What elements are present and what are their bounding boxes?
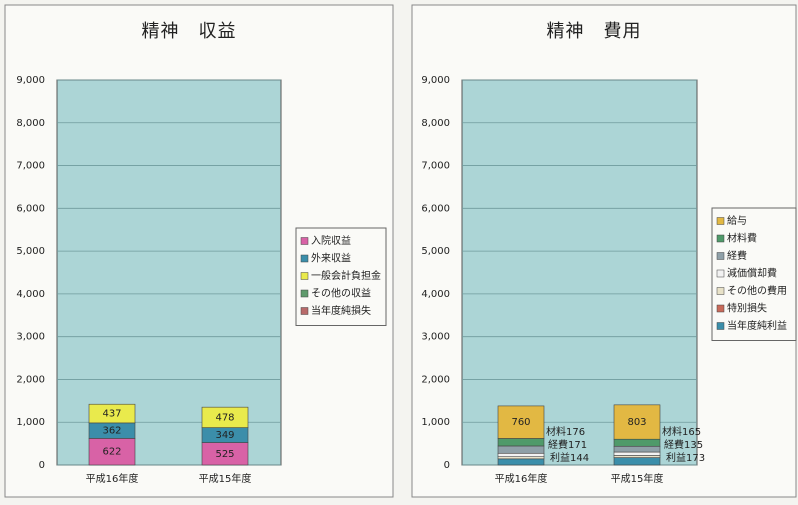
y-tick-label: 2,000	[421, 374, 450, 385]
data-label: 経費135	[664, 438, 703, 451]
bar-segment	[613, 457, 661, 466]
y-tick-label: 7,000	[421, 161, 450, 172]
x-tick-label: 平成16年度	[495, 472, 548, 485]
bar-segment	[497, 452, 545, 458]
bar-segment	[88, 403, 136, 424]
legend-swatch	[300, 237, 309, 245]
data-label: 525	[215, 449, 234, 460]
bar-segment	[497, 438, 545, 447]
legend-label: 外来収益	[311, 252, 351, 265]
legend-swatch	[716, 269, 725, 278]
legend-swatch	[300, 254, 309, 263]
data-label: 478	[215, 412, 234, 423]
data-label: 362	[102, 426, 121, 437]
y-tick-label: 7,000	[16, 161, 45, 172]
legend-label: 材料費	[727, 232, 757, 245]
y-tick-label: 5,000	[16, 246, 45, 257]
bar-segment	[613, 451, 661, 456]
chart-title: 精神 収益	[142, 21, 237, 42]
legend-swatch	[716, 234, 725, 243]
bar-segment	[497, 458, 545, 466]
chart-title: 精神 費用	[547, 21, 642, 42]
data-label: 材料165	[662, 425, 701, 438]
legend-swatch	[716, 322, 725, 330]
legend-swatch	[300, 289, 309, 298]
data-label: 622	[102, 447, 121, 458]
data-label: 利益144	[550, 451, 589, 464]
legend-label: 当年度純損失	[311, 304, 371, 317]
plot-area	[461, 79, 698, 466]
y-tick-label: 0	[444, 460, 450, 471]
legend-swatch	[300, 307, 309, 315]
data-label: 803	[627, 417, 646, 428]
y-tick-label: 4,000	[16, 289, 45, 300]
legend-swatch	[300, 272, 309, 280]
data-label: 利益173	[666, 451, 705, 464]
bar-segment	[88, 438, 136, 466]
legend-label: その他の費用	[727, 284, 787, 297]
bar-segment	[613, 404, 661, 440]
bar-segment	[201, 406, 249, 428]
bar-segment	[613, 438, 661, 447]
legend-label: 一般会計負担金	[311, 269, 381, 282]
legend-label: その他の収益	[311, 287, 371, 300]
legend-label: 入院収益	[311, 234, 351, 247]
legend-swatch	[716, 252, 725, 260]
y-tick-label: 3,000	[16, 332, 45, 343]
y-tick-label: 2,000	[16, 374, 45, 385]
data-label: 760	[511, 417, 530, 428]
data-label: 材料176	[546, 425, 585, 438]
legend	[295, 227, 387, 326]
y-tick-label: 9,000	[421, 75, 450, 86]
y-tick-label: 5,000	[421, 246, 450, 257]
x-tick-label: 平成15年度	[199, 472, 252, 485]
x-tick-label: 平成15年度	[611, 472, 664, 485]
bar-segment	[613, 445, 661, 453]
y-tick-label: 8,000	[421, 118, 450, 129]
y-tick-label: 6,000	[16, 203, 45, 214]
legend-label: 給与	[727, 214, 747, 227]
bar-segment	[613, 455, 661, 458]
data-label: 経費171	[548, 438, 587, 451]
y-tick-label: 8,000	[16, 118, 45, 129]
y-tick-label: 1,000	[16, 417, 45, 428]
x-tick-label: 平成16年度	[86, 472, 139, 485]
y-tick-label: 3,000	[421, 332, 450, 343]
legend	[711, 207, 797, 341]
y-tick-label: 1,000	[421, 417, 450, 428]
data-label: 437	[102, 409, 121, 420]
legend-label: 当年度純利益	[727, 319, 787, 332]
legend-label: 減価償却費	[727, 267, 777, 280]
bar-segment	[497, 445, 545, 454]
legend-swatch	[716, 304, 725, 313]
bar-segment	[497, 405, 545, 439]
y-tick-label: 6,000	[421, 203, 450, 214]
legend-swatch	[716, 287, 725, 295]
y-tick-label: 9,000	[16, 75, 45, 86]
data-label: 349	[215, 430, 234, 441]
y-tick-label: 0	[39, 460, 45, 471]
legend-swatch	[716, 217, 725, 225]
y-tick-label: 4,000	[421, 289, 450, 300]
legend-label: 特別損失	[727, 302, 767, 315]
legend-label: 経費	[727, 249, 747, 262]
bar-segment	[497, 456, 545, 460]
